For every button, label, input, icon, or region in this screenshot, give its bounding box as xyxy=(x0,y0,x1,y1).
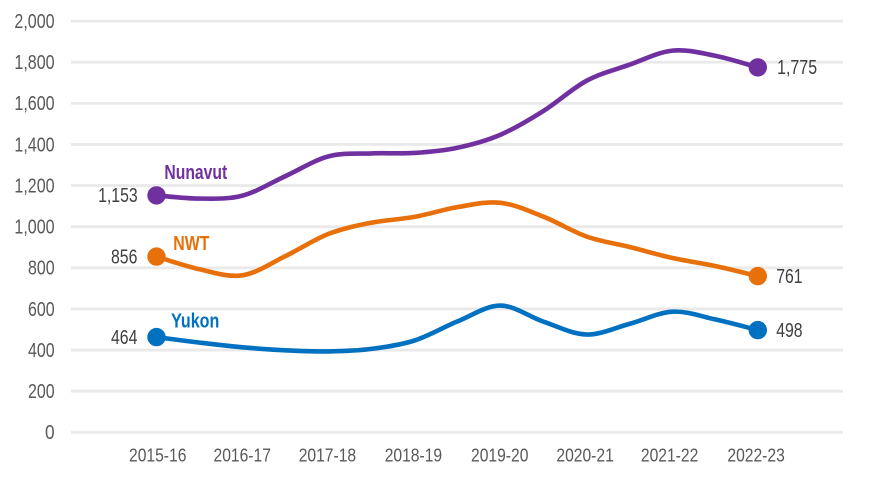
svg-text:NWT: NWT xyxy=(173,233,209,255)
svg-text:600: 600 xyxy=(28,299,55,321)
svg-text:0: 0 xyxy=(45,422,55,444)
svg-text:1,000: 1,000 xyxy=(14,217,54,239)
svg-text:1,153: 1,153 xyxy=(98,185,138,207)
svg-text:1,400: 1,400 xyxy=(14,134,54,156)
svg-text:Yukon: Yukon xyxy=(171,311,219,333)
svg-text:2022-23: 2022-23 xyxy=(727,445,784,465)
svg-text:2021-22: 2021-22 xyxy=(641,445,698,465)
svg-text:2016-17: 2016-17 xyxy=(214,445,271,465)
svg-text:1,775: 1,775 xyxy=(777,57,817,79)
svg-text:2017-18: 2017-18 xyxy=(299,445,356,465)
svg-text:2015-16: 2015-16 xyxy=(129,445,186,465)
svg-text:498: 498 xyxy=(776,320,802,342)
svg-text:1,200: 1,200 xyxy=(14,176,54,198)
svg-text:2018-19: 2018-19 xyxy=(385,445,442,465)
svg-text:Nunavut: Nunavut xyxy=(164,162,227,184)
svg-text:856: 856 xyxy=(111,246,137,268)
svg-text:2020-21: 2020-21 xyxy=(556,445,613,465)
svg-text:1,800: 1,800 xyxy=(14,52,54,74)
svg-text:400: 400 xyxy=(28,340,55,362)
svg-text:2,000: 2,000 xyxy=(14,11,54,33)
svg-text:800: 800 xyxy=(28,258,55,280)
svg-text:2019-20: 2019-20 xyxy=(471,445,528,465)
svg-text:761: 761 xyxy=(776,266,802,288)
svg-text:1,600: 1,600 xyxy=(14,93,54,115)
svg-text:200: 200 xyxy=(28,381,55,403)
svg-text:464: 464 xyxy=(111,327,137,349)
